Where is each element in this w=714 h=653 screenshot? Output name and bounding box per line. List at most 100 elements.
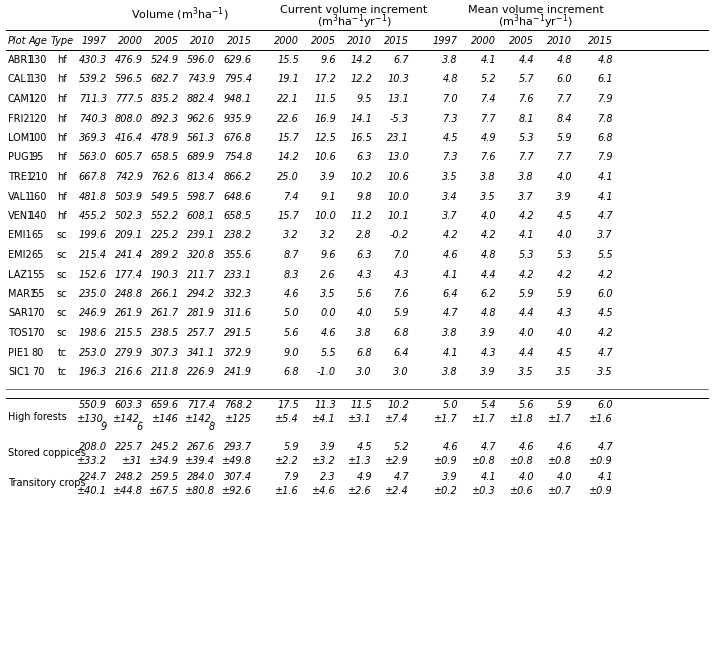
Text: LAZ1: LAZ1: [8, 270, 33, 279]
Text: 4.2: 4.2: [598, 270, 613, 279]
Text: 7.6: 7.6: [393, 289, 409, 299]
Text: 224.7: 224.7: [79, 473, 107, 483]
Text: 3.8: 3.8: [481, 172, 496, 182]
Text: -0.2: -0.2: [390, 231, 409, 240]
Text: 253.0: 253.0: [79, 347, 107, 357]
Text: EMI2: EMI2: [8, 250, 31, 260]
Text: 4.1: 4.1: [518, 231, 534, 240]
Text: 5.6: 5.6: [518, 400, 534, 411]
Text: 235.0: 235.0: [79, 289, 107, 299]
Text: 503.9: 503.9: [115, 191, 143, 202]
Text: 198.6: 198.6: [79, 328, 107, 338]
Text: 2015: 2015: [588, 36, 613, 46]
Text: 4.3: 4.3: [356, 270, 372, 279]
Text: 3.5: 3.5: [598, 367, 613, 377]
Text: 2010: 2010: [190, 36, 215, 46]
Text: 4.8: 4.8: [481, 308, 496, 319]
Text: 3.8: 3.8: [443, 367, 458, 377]
Text: 659.6: 659.6: [151, 400, 179, 411]
Text: 6.4: 6.4: [393, 347, 409, 357]
Text: 238.5: 238.5: [151, 328, 179, 338]
Text: 4.5: 4.5: [356, 443, 372, 453]
Text: 4.0: 4.0: [518, 473, 534, 483]
Text: 603.3: 603.3: [115, 400, 143, 411]
Text: 717.4: 717.4: [187, 400, 215, 411]
Text: ±1.7: ±1.7: [434, 413, 458, 424]
Text: 4.1: 4.1: [598, 473, 613, 483]
Text: ±0.8: ±0.8: [511, 456, 534, 466]
Text: 177.4: 177.4: [115, 270, 143, 279]
Text: 65: 65: [32, 231, 44, 240]
Text: 502.3: 502.3: [115, 211, 143, 221]
Text: 25.0: 25.0: [277, 172, 299, 182]
Text: 455.2: 455.2: [79, 211, 107, 221]
Text: 2.6: 2.6: [321, 270, 336, 279]
Text: 14.2: 14.2: [350, 55, 372, 65]
Text: 4.1: 4.1: [598, 172, 613, 182]
Text: 14.1: 14.1: [350, 114, 372, 123]
Text: 4.5: 4.5: [556, 347, 572, 357]
Text: 8.1: 8.1: [518, 114, 534, 123]
Text: 948.1: 948.1: [224, 94, 252, 104]
Text: 3.5: 3.5: [481, 191, 496, 202]
Text: 7.6: 7.6: [518, 94, 534, 104]
Text: 8.4: 8.4: [556, 114, 572, 123]
Text: 4.7: 4.7: [481, 443, 496, 453]
Text: ±3.1: ±3.1: [348, 413, 372, 424]
Text: 19.1: 19.1: [277, 74, 299, 84]
Text: 5.5: 5.5: [321, 347, 336, 357]
Text: 10.3: 10.3: [387, 74, 409, 84]
Text: ±4.1: ±4.1: [312, 413, 336, 424]
Text: 3.9: 3.9: [481, 328, 496, 338]
Text: ±142.: ±142.: [185, 413, 215, 424]
Text: 4.3: 4.3: [481, 347, 496, 357]
Text: 3.8: 3.8: [443, 55, 458, 65]
Text: 0.0: 0.0: [321, 308, 336, 319]
Text: 478.9: 478.9: [151, 133, 179, 143]
Text: 4.6: 4.6: [283, 289, 299, 299]
Text: 2005: 2005: [154, 36, 179, 46]
Text: 5.2: 5.2: [481, 74, 496, 84]
Text: CAL1: CAL1: [8, 74, 33, 84]
Text: 6.3: 6.3: [356, 250, 372, 260]
Text: 11.3: 11.3: [314, 400, 336, 411]
Text: 563.0: 563.0: [79, 153, 107, 163]
Text: 7.9: 7.9: [283, 473, 299, 483]
Text: 3.5: 3.5: [518, 367, 534, 377]
Text: TOS1: TOS1: [8, 328, 34, 338]
Text: 6.4: 6.4: [443, 289, 458, 299]
Text: 140: 140: [29, 211, 47, 221]
Text: 4.9: 4.9: [356, 473, 372, 483]
Text: 5.5: 5.5: [598, 250, 613, 260]
Text: EMI1: EMI1: [8, 231, 31, 240]
Text: ±33.2: ±33.2: [77, 456, 107, 466]
Text: 4.1: 4.1: [443, 270, 458, 279]
Text: 11.5: 11.5: [314, 94, 336, 104]
Text: 416.4: 416.4: [115, 133, 143, 143]
Text: 835.2: 835.2: [151, 94, 179, 104]
Text: LOM1: LOM1: [8, 133, 36, 143]
Text: 4.0: 4.0: [556, 172, 572, 182]
Text: 5.9: 5.9: [283, 443, 299, 453]
Text: 4.6: 4.6: [556, 443, 572, 453]
Text: 5.9: 5.9: [556, 400, 572, 411]
Text: 152.6: 152.6: [79, 270, 107, 279]
Text: 281.9: 281.9: [187, 308, 215, 319]
Text: 608.1: 608.1: [187, 211, 215, 221]
Text: ±40.1: ±40.1: [77, 485, 107, 496]
Text: sc: sc: [56, 308, 67, 319]
Text: ±2.6: ±2.6: [348, 485, 372, 496]
Text: 80: 80: [32, 347, 44, 357]
Text: 648.6: 648.6: [224, 191, 252, 202]
Text: hf: hf: [57, 133, 67, 143]
Text: 2010: 2010: [347, 36, 372, 46]
Text: 225.2: 225.2: [151, 231, 179, 240]
Text: 261.9: 261.9: [115, 308, 143, 319]
Text: 95: 95: [32, 153, 44, 163]
Text: ±7.4: ±7.4: [386, 413, 409, 424]
Text: 4.8: 4.8: [556, 55, 572, 65]
Text: 10.2: 10.2: [350, 172, 372, 182]
Text: ±34.9: ±34.9: [149, 456, 179, 466]
Text: 307.3: 307.3: [151, 347, 179, 357]
Text: 4.4: 4.4: [481, 270, 496, 279]
